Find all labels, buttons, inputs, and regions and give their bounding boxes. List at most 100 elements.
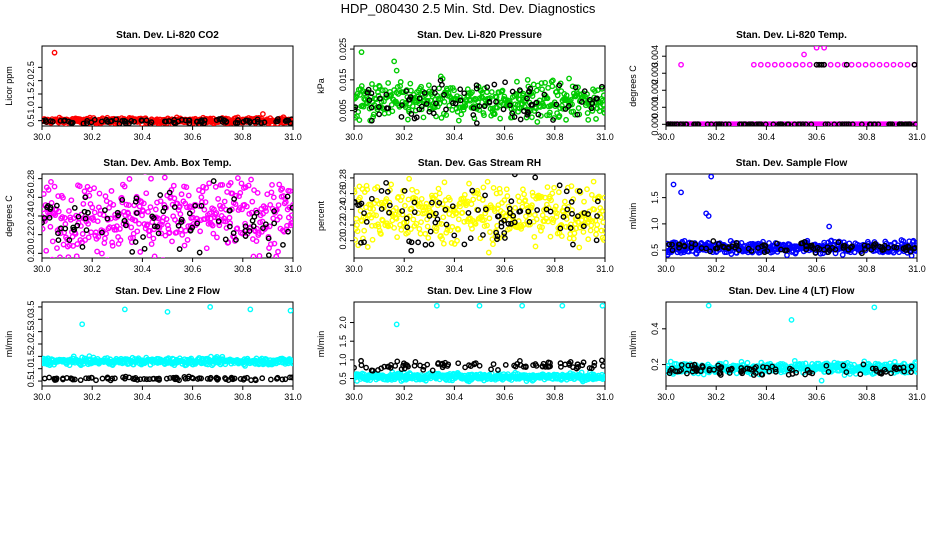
reference-point xyxy=(580,359,587,366)
data-point xyxy=(101,235,108,242)
reference-point xyxy=(113,116,120,123)
reference-point xyxy=(843,369,850,376)
data-point xyxy=(393,205,399,211)
data-point xyxy=(66,208,72,214)
data-point xyxy=(354,189,358,196)
x-tick-label: 30.0 xyxy=(33,132,51,142)
x-tick-label: 31.0 xyxy=(596,264,614,274)
data-point xyxy=(869,61,876,68)
reference-point xyxy=(502,79,508,86)
data-point xyxy=(451,87,457,94)
data-point xyxy=(550,217,557,223)
reference-point xyxy=(49,118,56,125)
data-point xyxy=(405,229,411,236)
data-point xyxy=(561,198,568,205)
data-point xyxy=(418,219,424,226)
reference-point xyxy=(715,241,722,247)
reference-point xyxy=(517,116,524,123)
reference-point xyxy=(156,375,162,382)
y-tick-label: 0.5 xyxy=(338,372,348,385)
reference-point xyxy=(908,369,915,375)
y-tick-label: 0.002 xyxy=(650,79,660,102)
reference-point xyxy=(69,119,76,126)
reference-point xyxy=(406,238,412,245)
data-point xyxy=(126,176,133,182)
reference-point xyxy=(770,121,777,126)
reference-point xyxy=(427,228,434,235)
data-point xyxy=(459,209,466,216)
reference-point xyxy=(126,374,132,381)
reference-point xyxy=(368,104,375,111)
y-tick-label: 0.26 xyxy=(338,185,348,203)
reference-point xyxy=(886,121,893,126)
reference-point xyxy=(368,195,375,202)
reference-point xyxy=(574,361,581,368)
reference-point xyxy=(893,366,900,373)
data-point xyxy=(227,220,234,227)
data-point xyxy=(201,206,208,213)
x-tick-label: 31.0 xyxy=(284,132,302,142)
reference-point xyxy=(242,228,249,234)
data-point xyxy=(42,191,47,197)
data-point xyxy=(422,230,429,237)
reference-point xyxy=(429,199,435,206)
reference-point xyxy=(377,95,383,102)
reference-point xyxy=(432,219,439,226)
reference-point xyxy=(465,210,472,216)
x-tick-label: 31.0 xyxy=(908,132,926,142)
y-axis-label: Licor ppm xyxy=(4,66,14,106)
data-point xyxy=(206,180,213,187)
data-point xyxy=(354,186,357,193)
data-point xyxy=(589,218,596,224)
reference-point xyxy=(51,375,58,382)
reference-point xyxy=(470,105,477,112)
data-point xyxy=(91,209,98,216)
reference-point xyxy=(242,223,249,230)
data-points xyxy=(42,174,293,258)
reference-point xyxy=(762,242,769,249)
data-point xyxy=(270,194,277,201)
reference-point xyxy=(186,120,193,126)
data-point xyxy=(151,253,158,258)
data-point xyxy=(93,229,99,236)
panel-title: Stan. Dev. Gas Stream RH xyxy=(418,158,541,169)
outlier-point xyxy=(559,302,566,309)
reference-point xyxy=(439,364,446,371)
reference-point xyxy=(93,377,99,384)
reference-point xyxy=(695,121,702,126)
reference-point xyxy=(254,119,261,125)
y-tick-label: 0.28 xyxy=(338,169,348,187)
reference-point xyxy=(233,236,239,243)
data-point xyxy=(357,92,363,98)
reference-point xyxy=(42,215,48,221)
data-points xyxy=(666,46,917,126)
reference-point xyxy=(862,246,868,252)
data-point xyxy=(575,84,581,91)
data-point xyxy=(219,181,226,188)
reference-point xyxy=(413,114,420,121)
data-point xyxy=(200,183,207,190)
data-point xyxy=(420,114,427,121)
reference-point xyxy=(588,105,595,112)
data-point xyxy=(484,178,491,185)
reference-point xyxy=(46,374,53,381)
reference-point xyxy=(667,121,674,126)
data-point xyxy=(134,228,141,235)
outlier-point xyxy=(287,307,293,314)
data-point xyxy=(834,61,841,68)
data-point xyxy=(369,81,375,87)
data-point xyxy=(799,61,806,68)
data-point xyxy=(728,251,735,257)
data-point xyxy=(161,174,168,181)
reference-point xyxy=(901,368,908,375)
data-point xyxy=(551,184,557,191)
data-point xyxy=(157,198,164,205)
data-point xyxy=(116,226,123,232)
x-tick-label: 30.2 xyxy=(395,392,413,402)
data-point xyxy=(518,225,525,232)
outlier-point xyxy=(678,189,684,196)
data-point xyxy=(778,61,785,68)
data-point xyxy=(546,109,553,116)
